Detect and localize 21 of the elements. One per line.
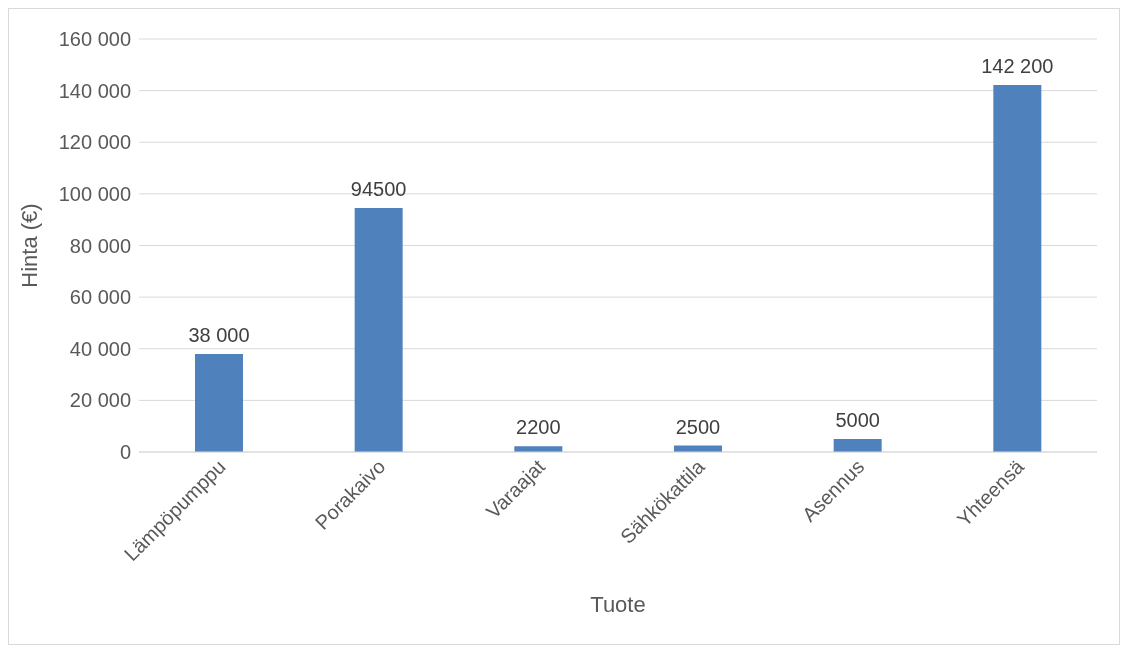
y-tick-label: 40 000: [69, 337, 131, 360]
bar: [195, 353, 243, 452]
bar: [354, 208, 403, 452]
data-label: 142 200: [981, 54, 1054, 77]
y-axis-title: Hinta (€): [16, 203, 42, 288]
y-tick-label: 100 000: [58, 182, 131, 205]
x-axis-title: Tuote: [590, 592, 646, 617]
bar: [833, 439, 882, 452]
y-tick-label: 60 000: [69, 286, 131, 309]
data-label: 2200: [516, 416, 561, 439]
y-tick-label: 0: [119, 441, 131, 464]
y-tick-label: 20 000: [69, 389, 131, 412]
y-tick-label: 140 000: [58, 79, 131, 102]
y-tick-label: 120 000: [58, 131, 131, 154]
y-tick-label: 160 000: [58, 28, 131, 51]
data-label: 5000: [835, 409, 880, 432]
bar: [993, 84, 1042, 452]
data-label: 38 000: [188, 323, 250, 346]
data-label: 94500: [350, 178, 407, 201]
data-label: 2500: [675, 415, 721, 438]
y-tick-label: 80 000: [69, 234, 131, 257]
